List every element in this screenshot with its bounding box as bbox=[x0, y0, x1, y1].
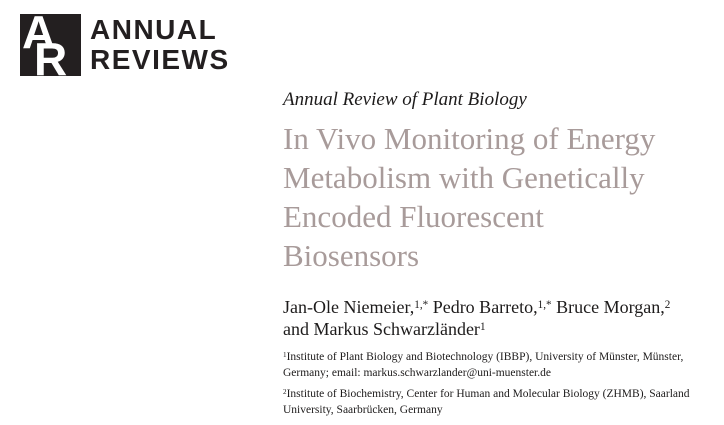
affiliation: 1Institute of Plant Biology and Biotechn… bbox=[283, 350, 684, 379]
author-superscript: 2 bbox=[664, 298, 671, 311]
affiliation-superscript: 2 bbox=[283, 387, 287, 396]
brand-name: ANNUAL REVIEWS bbox=[90, 14, 230, 75]
author-list: Jan-Ole Niemeier,1,* Pedro Barreto,1,* B… bbox=[283, 296, 723, 340]
ar-monogram-logo: A R bbox=[20, 14, 81, 76]
brand-name-line2: REVIEWS bbox=[90, 44, 230, 75]
brand-name-line1: ANNUAL bbox=[90, 14, 218, 45]
author-superscript: 1,* bbox=[537, 298, 552, 311]
affiliation-superscript: 1 bbox=[283, 350, 287, 359]
journal-name: Annual Review of Plant Biology bbox=[283, 89, 527, 110]
author-name: and Markus Schwarzländer bbox=[283, 319, 480, 339]
affiliation: 2Institute of Biochemistry, Center for H… bbox=[283, 387, 690, 416]
article-title-line: Encoded Fluorescent bbox=[283, 199, 544, 234]
article-title-line: Biosensors bbox=[283, 238, 420, 273]
author-name: Pedro Barreto, bbox=[428, 297, 538, 317]
article-title-line: Metabolism with Genetically bbox=[283, 160, 645, 195]
author-name: Bruce Morgan, bbox=[551, 297, 665, 317]
logo-letter-r: R bbox=[34, 33, 68, 76]
article-title: In Vivo Monitoring of Energy Metabolism … bbox=[283, 119, 713, 275]
logo-letter-a: A bbox=[22, 14, 56, 58]
annual-reviews-brand: A R ANNUAL REVIEWS bbox=[20, 14, 230, 76]
author-name: Jan-Ole Niemeier, bbox=[283, 297, 415, 317]
author-line: Jan-Ole Niemeier,1,* Pedro Barreto,1,* B… bbox=[283, 296, 723, 318]
affiliations: 1Institute of Plant Biology and Biotechn… bbox=[283, 349, 724, 423]
author-superscript: 1,* bbox=[414, 298, 429, 311]
article-title-line: In Vivo Monitoring of Energy bbox=[283, 121, 656, 156]
author-superscript: 1 bbox=[479, 320, 486, 333]
author-line: and Markus Schwarzländer1 bbox=[283, 318, 723, 340]
